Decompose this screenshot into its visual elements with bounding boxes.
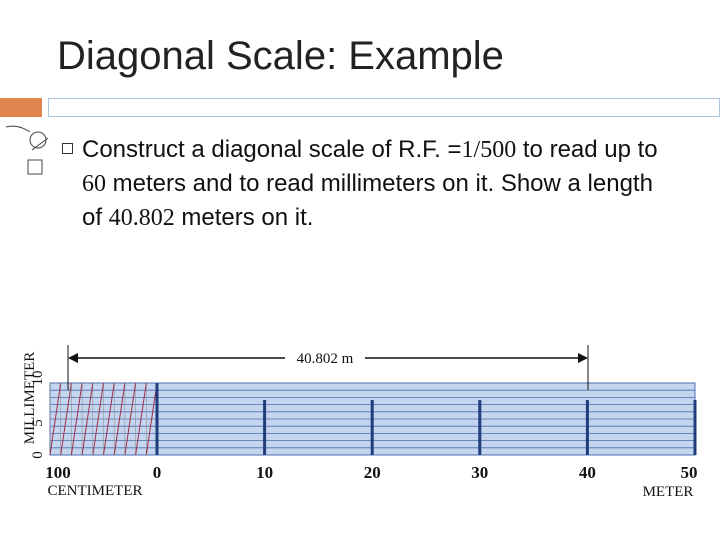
text-segment: to read up to <box>516 136 658 163</box>
diagonal <box>92 382 104 456</box>
unit-label: METER <box>643 484 694 500</box>
vertical-label: 5 <box>30 419 46 427</box>
diagonal <box>135 382 147 456</box>
scale-label: 40 <box>579 463 596 482</box>
text-segment: 60 <box>82 171 106 197</box>
scale-label: 100 <box>45 463 71 482</box>
dimension-label: 40.802 m <box>297 351 354 367</box>
bullet-marker <box>62 143 73 154</box>
arrow-head <box>578 353 588 363</box>
accent-bar <box>0 98 42 117</box>
text-segment: meters and to read millimeters on it. Sh… <box>82 170 653 231</box>
diagonal <box>113 382 126 456</box>
diagonal <box>145 382 158 456</box>
text-segment: 1/500 <box>461 137 517 163</box>
scale-label: 0 <box>153 463 162 482</box>
vertical-label: 0 <box>30 451 46 459</box>
diagonal <box>81 382 94 456</box>
scale-label: 50 <box>681 463 698 482</box>
scale-label: 20 <box>364 463 381 482</box>
clipart-icon <box>5 125 49 175</box>
diagonal <box>49 382 62 456</box>
bullet-text: Construct a diagonal scale of R.F. =1/50… <box>82 133 662 235</box>
arrow-head <box>68 353 78 363</box>
unit-label: CENTIMETER <box>48 483 143 499</box>
diagonal <box>60 382 72 456</box>
diagonal <box>103 382 115 456</box>
diagonal <box>124 382 137 456</box>
text-segment: 40.802 <box>108 205 175 231</box>
text-segment: meters on it. <box>174 204 314 231</box>
accent-band <box>48 98 720 117</box>
slide-title: Diagonal Scale: Example <box>57 34 504 78</box>
scale-label: 30 <box>471 463 488 482</box>
diagonal <box>70 382 83 456</box>
vertical-title: MILLIMETER <box>22 352 38 444</box>
vertical-label: 10 <box>30 371 46 386</box>
text-segment: Construct a diagonal scale of R.F. = <box>82 136 462 163</box>
scale-label: 10 <box>256 463 273 482</box>
